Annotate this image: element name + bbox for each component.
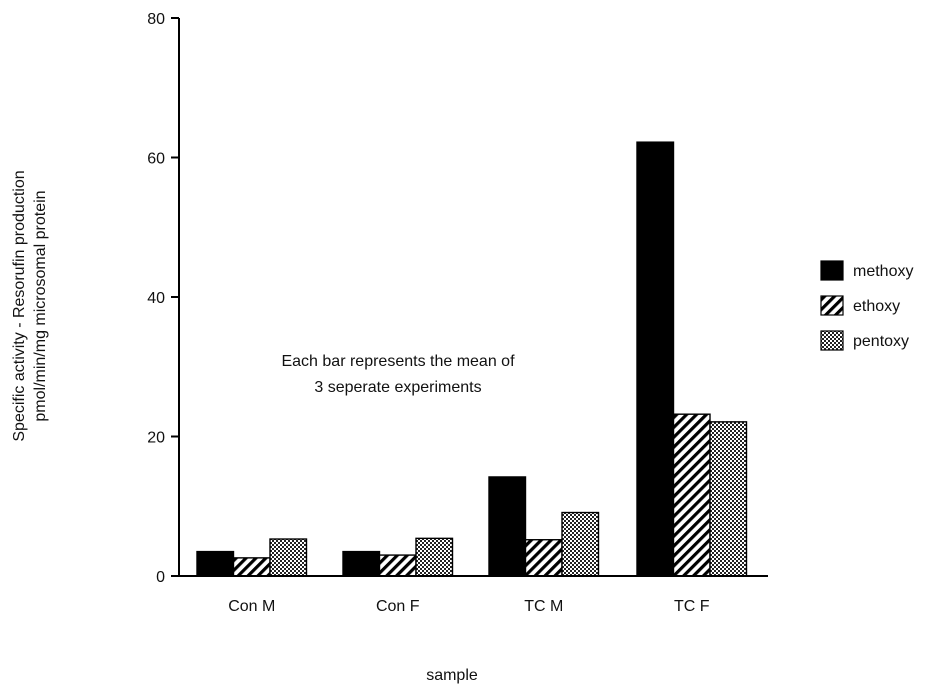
y-tick-label-0: 0: [156, 569, 165, 586]
bar-con-f-pentoxy: [415, 537, 454, 577]
legend-label-methoxy: methoxy: [853, 263, 913, 280]
y-axis-label-line-2: pmol/min/mg microsomal protein: [32, 190, 49, 421]
bar-tc-f-pentoxy: [709, 421, 748, 577]
bar-tc-f-methoxy: [636, 141, 675, 577]
bar-tc-f-ethoxy: [672, 413, 711, 577]
legend: methoxy ethoxy pentoxy: [820, 260, 913, 351]
legend-swatch-methoxy: [820, 260, 844, 281]
legend-label-ethoxy: ethoxy: [853, 298, 900, 315]
legend-swatch-ethoxy: [820, 295, 844, 316]
bar-tc-m-pentoxy: [561, 511, 600, 577]
y-tick-label-40: 40: [147, 290, 165, 307]
y-tick-label-20: 20: [147, 430, 165, 447]
x-tick-label-con-m: Con M: [228, 598, 275, 615]
y-tick-label-80: 80: [147, 11, 165, 28]
bars-layer: [196, 141, 748, 577]
bar-con-m-methoxy: [196, 550, 235, 577]
bar-con-m-ethoxy: [232, 557, 271, 577]
bar-con-f-methoxy: [342, 550, 381, 577]
bar-tc-m-ethoxy: [524, 539, 563, 577]
bar-con-f-ethoxy: [378, 554, 417, 577]
bar-tc-m-methoxy: [488, 476, 527, 577]
annotation-line-1: Each bar represents the mean of: [281, 353, 515, 370]
y-tick-label-60: 60: [147, 151, 165, 168]
x-tick-label-tc-m: TC M: [524, 598, 563, 615]
annotation-line-2: 3 seperate experiments: [314, 379, 481, 396]
x-tick-label-tc-f: TC F: [674, 598, 710, 615]
y-axis-label-line-1: Specific activity - Resorufin production: [11, 170, 28, 441]
axes-layer: Con M Con F TC M TC F 0 20 40 60 80: [147, 11, 768, 615]
legend-label-pentoxy: pentoxy: [853, 333, 909, 350]
x-axis-label: sample: [426, 667, 478, 684]
bar-con-m-pentoxy: [269, 538, 308, 577]
x-tick-label-con-f: Con F: [376, 598, 420, 615]
legend-swatch-pentoxy: [820, 330, 844, 351]
